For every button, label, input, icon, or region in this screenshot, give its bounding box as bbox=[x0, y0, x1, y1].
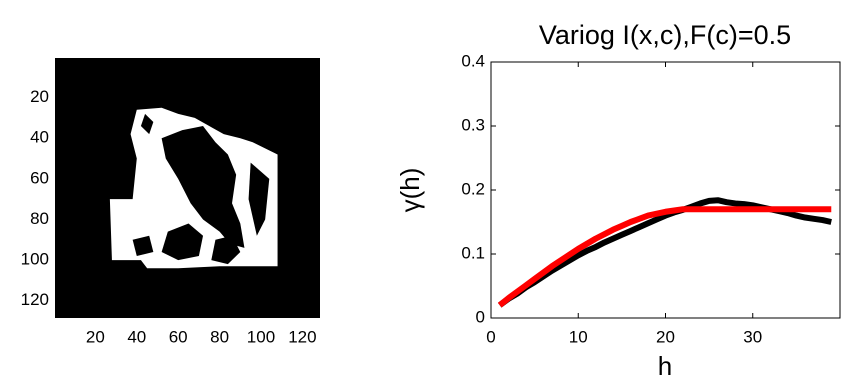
y-tick-label: 0.3 bbox=[461, 115, 485, 134]
chart-title: Variog I(x,c),F(c)=0.5 bbox=[539, 20, 791, 50]
y-tick-label: 20 bbox=[30, 87, 49, 106]
y-tick-label: 0.2 bbox=[461, 179, 485, 198]
y-tick-label: 100 bbox=[21, 250, 49, 269]
y-tick-label: 60 bbox=[30, 168, 49, 187]
figure: Variog I(x,c),F(c)=0.5 h γ(h) 20 40 60 80 10… bbox=[0, 0, 859, 383]
y-axis-label: γ(h) bbox=[395, 168, 425, 213]
x-tick-label: 20 bbox=[656, 327, 675, 346]
x-tick-label: 0 bbox=[486, 327, 495, 346]
x-tick-label: 100 bbox=[247, 327, 275, 346]
x-tick-label: 10 bbox=[569, 327, 588, 346]
x-tick-label: 60 bbox=[169, 327, 188, 346]
y-tick-label: 0.1 bbox=[461, 243, 485, 262]
y-tick-label: 0.4 bbox=[461, 51, 485, 70]
y-tick-label: 0 bbox=[476, 307, 485, 326]
y-tick-label: 120 bbox=[21, 290, 49, 309]
series-line bbox=[500, 200, 832, 305]
y-tick-label: 80 bbox=[30, 209, 49, 228]
x-axis-label: h bbox=[658, 351, 672, 381]
x-tick-label: 40 bbox=[127, 327, 146, 346]
series-line bbox=[500, 209, 832, 305]
y-tick-label: 40 bbox=[30, 128, 49, 147]
x-tick-label: 120 bbox=[288, 327, 316, 346]
x-tick-label: 80 bbox=[210, 327, 229, 346]
x-tick-label: 30 bbox=[743, 327, 762, 346]
binary-image bbox=[55, 58, 320, 318]
x-tick-label: 20 bbox=[86, 327, 105, 346]
